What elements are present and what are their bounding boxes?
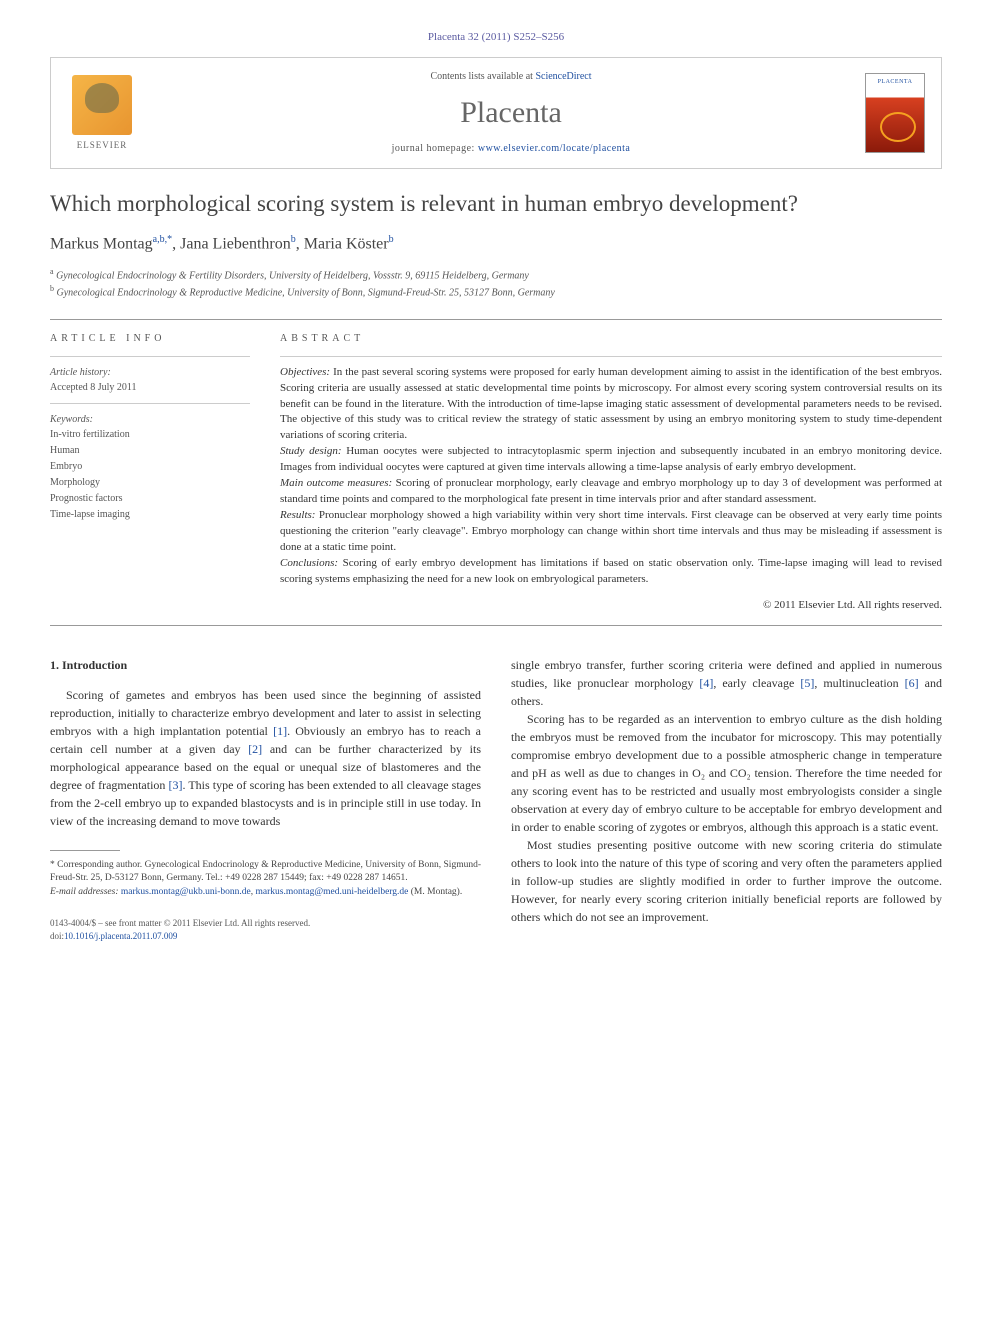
- author-3-affil: b: [389, 234, 394, 245]
- ref-link-6[interactable]: [6]: [905, 676, 919, 690]
- divider: [50, 319, 942, 320]
- objectives-label: Objectives:: [280, 366, 330, 378]
- info-abstract-row: ARTICLE INFO Article history: Accepted 8…: [50, 332, 942, 614]
- journal-header: ELSEVIER Contents lists available at Sci…: [50, 57, 942, 169]
- corresponding-footnote: * Corresponding author. Gynecological En…: [50, 859, 481, 886]
- email-link-1[interactable]: markus.montag@ukb.uni-bonn.de: [121, 887, 251, 897]
- homepage-link[interactable]: www.elsevier.com/locate/placenta: [478, 143, 631, 154]
- study-design-label: Study design:: [280, 445, 342, 457]
- ref-link-5[interactable]: [5]: [800, 676, 814, 690]
- issn-line: 0143-4004/$ – see front matter © 2011 El…: [50, 917, 481, 930]
- ref-link-1[interactable]: [1]: [273, 724, 287, 738]
- affiliation-b: Gynecological Endocrinology & Reproducti…: [57, 288, 555, 299]
- outcome-label: Main outcome measures:: [280, 477, 392, 489]
- doi-prefix: doi:: [50, 931, 64, 941]
- info-divider-2: [50, 403, 250, 404]
- body-paragraph: Scoring has to be regarded as an interve…: [511, 710, 942, 836]
- accepted-date: Accepted 8 July 2011: [50, 380, 250, 395]
- conclusions-label: Conclusions:: [280, 557, 338, 569]
- publisher-name: ELSEVIER: [77, 139, 128, 152]
- abstract-label: ABSTRACT: [280, 332, 942, 346]
- keyword: Embryo: [50, 459, 250, 474]
- elsevier-logo[interactable]: ELSEVIER: [67, 73, 137, 153]
- keyword: Morphology: [50, 475, 250, 490]
- abstract-divider: [280, 356, 942, 357]
- keyword: Prognostic factors: [50, 491, 250, 506]
- author-3: Maria Köster: [304, 236, 389, 253]
- email-label: E-mail addresses:: [50, 887, 121, 897]
- body-columns: 1. Introduction Scoring of gametes and e…: [50, 656, 942, 942]
- article-title: Which morphological scoring system is re…: [50, 189, 942, 219]
- results-text: Pronuclear morphology showed a high vari…: [280, 509, 942, 553]
- author-2-affil: b: [291, 234, 296, 245]
- corr-label: * Corresponding author.: [50, 860, 145, 870]
- email-author: (M. Montag).: [408, 887, 462, 897]
- ref-link-2[interactable]: [2]: [248, 742, 262, 756]
- ref-link-3[interactable]: [3]: [169, 778, 183, 792]
- abstract-column: ABSTRACT Objectives: In the past several…: [280, 332, 942, 614]
- journal-name: Placenta: [157, 92, 865, 134]
- journal-reference: Placenta 32 (2011) S252–S256: [50, 30, 942, 45]
- copyright: © 2011 Elsevier Ltd. All rights reserved…: [280, 598, 942, 613]
- body-paragraph: Scoring of gametes and embryos has been …: [50, 686, 481, 830]
- contents-line: Contents lists available at ScienceDirec…: [157, 70, 865, 84]
- footnote-separator: [50, 850, 120, 851]
- body-paragraph: Most studies presenting positive outcome…: [511, 836, 942, 926]
- conclusions-text: Scoring of early embryo development has …: [280, 557, 942, 585]
- article-info-label: ARTICLE INFO: [50, 332, 250, 346]
- author-1-affil: a,b,*: [153, 234, 172, 245]
- divider-2: [50, 625, 942, 626]
- affiliations: a Gynecological Endocrinology & Fertilit…: [50, 266, 942, 301]
- email-footnote: E-mail addresses: markus.montag@ukb.uni-…: [50, 886, 481, 899]
- homepage-line: journal homepage: www.elsevier.com/locat…: [157, 142, 865, 156]
- elsevier-tree-icon: [72, 75, 132, 135]
- keywords-label: Keywords:: [50, 412, 250, 427]
- doi-link[interactable]: 10.1016/j.placenta.2011.07.009: [64, 931, 177, 941]
- keyword: In-vitro fertilization: [50, 427, 250, 442]
- bottom-info: 0143-4004/$ – see front matter © 2011 El…: [50, 917, 481, 942]
- article-info-column: ARTICLE INFO Article history: Accepted 8…: [50, 332, 250, 614]
- keyword: Human: [50, 443, 250, 458]
- keyword: Time-lapse imaging: [50, 507, 250, 522]
- affiliation-a: Gynecological Endocrinology & Fertility …: [56, 270, 529, 281]
- contents-prefix: Contents lists available at: [430, 71, 535, 82]
- article-history: Article history: Accepted 8 July 2011 Ke…: [50, 365, 250, 522]
- header-center: Contents lists available at ScienceDirec…: [157, 70, 865, 156]
- author-1: Markus Montag: [50, 236, 153, 253]
- journal-cover-thumbnail[interactable]: [865, 73, 925, 153]
- keywords-list: In-vitro fertilization Human Embryo Morp…: [50, 427, 250, 522]
- objectives-text: In the past several scoring systems were…: [280, 366, 942, 442]
- homepage-prefix: journal homepage:: [392, 143, 478, 154]
- author-2: Jana Liebenthron: [180, 236, 291, 253]
- info-divider: [50, 356, 250, 357]
- body-column-right: single embryo transfer, further scoring …: [511, 656, 942, 942]
- history-label: Article history:: [50, 365, 250, 380]
- body-paragraph: single embryo transfer, further scoring …: [511, 656, 942, 710]
- results-label: Results:: [280, 509, 315, 521]
- body-column-left: 1. Introduction Scoring of gametes and e…: [50, 656, 481, 942]
- sciencedirect-link[interactable]: ScienceDirect: [535, 71, 591, 82]
- abstract-text: Objectives: In the past several scoring …: [280, 365, 942, 588]
- ref-link-4[interactable]: [4]: [699, 676, 713, 690]
- section-heading: 1. Introduction: [50, 656, 481, 674]
- authors: Markus Montaga,b,*, Jana Liebenthronb, M…: [50, 233, 942, 256]
- email-link-2[interactable]: markus.montag@med.uni-heidelberg.de: [256, 887, 409, 897]
- study-design-text: Human oocytes were subjected to intracyt…: [280, 445, 942, 473]
